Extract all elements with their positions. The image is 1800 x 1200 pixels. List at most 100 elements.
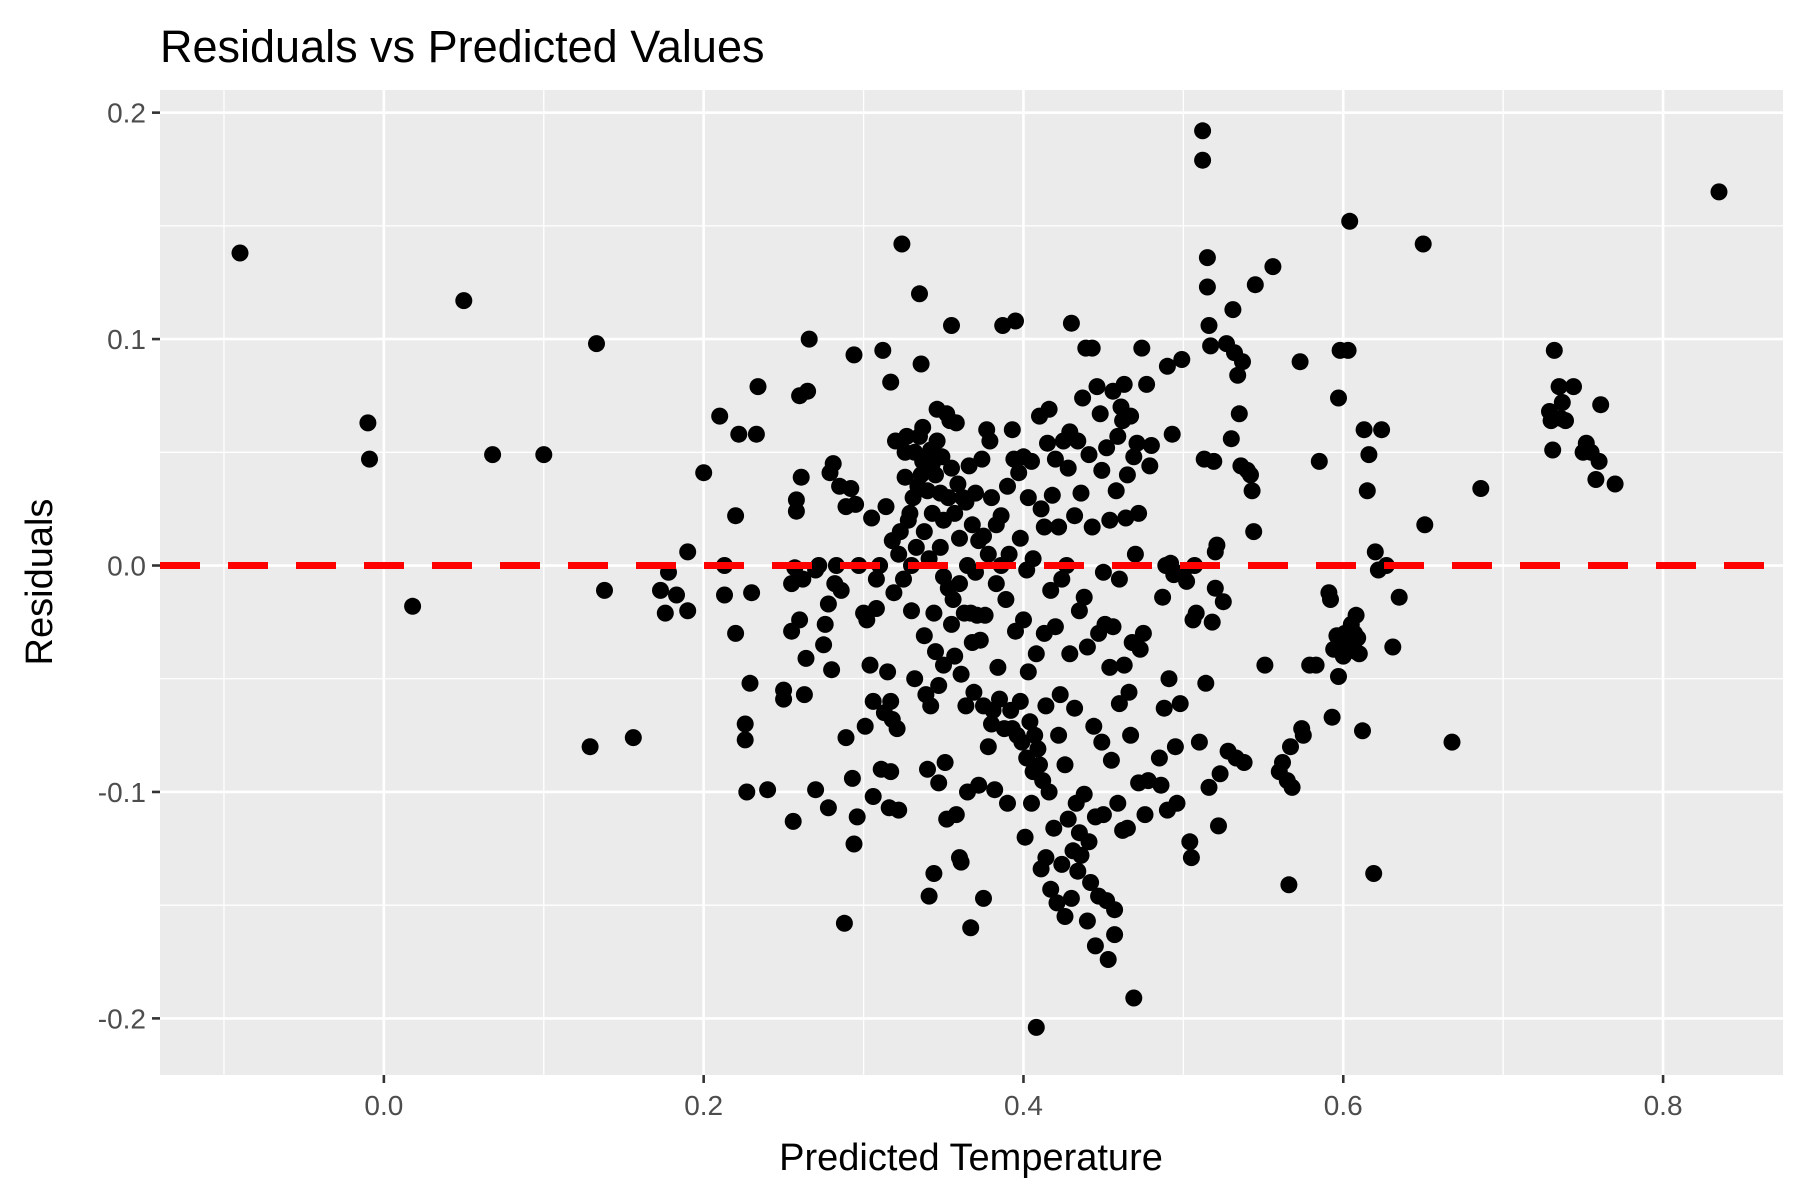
data-point	[967, 484, 984, 502]
data-point	[1282, 738, 1299, 756]
y-tick-label: -0.2	[98, 1003, 146, 1034]
data-point	[1083, 518, 1101, 536]
data-point	[877, 498, 895, 516]
data-point	[947, 414, 965, 432]
data-point	[882, 763, 900, 781]
data-point	[989, 658, 1007, 676]
data-point	[1341, 212, 1359, 230]
data-point	[1310, 452, 1328, 470]
data-point	[1553, 394, 1571, 411]
data-point	[1109, 794, 1127, 812]
data-point	[928, 432, 946, 450]
data-point	[800, 330, 818, 348]
data-point	[997, 591, 1015, 608]
data-points	[231, 122, 1728, 1036]
data-point	[848, 808, 866, 826]
data-point	[1246, 276, 1264, 294]
data-point	[787, 502, 805, 520]
data-point	[1125, 989, 1143, 1007]
data-point	[1027, 1018, 1045, 1036]
data-point	[1107, 482, 1125, 500]
data-point	[962, 919, 980, 937]
data-point	[1032, 500, 1050, 518]
data-point	[837, 729, 855, 747]
data-point	[1168, 794, 1186, 812]
data-point	[1544, 441, 1562, 459]
data-point	[1000, 545, 1018, 563]
data-point	[999, 794, 1016, 812]
data-point	[596, 581, 613, 599]
data-point	[1026, 726, 1044, 744]
data-point	[1045, 819, 1063, 837]
data-point	[1235, 754, 1253, 771]
data-point	[1042, 581, 1060, 599]
data-point	[231, 244, 249, 262]
data-point	[936, 754, 954, 771]
data-point	[861, 656, 879, 674]
data-point	[965, 683, 983, 701]
data-point	[1078, 912, 1096, 930]
data-point	[1472, 480, 1490, 497]
data-point	[1122, 407, 1140, 425]
data-point	[845, 835, 863, 853]
data-point	[931, 538, 949, 556]
data-point	[1061, 645, 1079, 663]
data-point	[656, 604, 674, 622]
data-point	[927, 643, 944, 661]
data-point	[896, 468, 914, 486]
data-point	[915, 627, 933, 645]
data-point	[1443, 733, 1461, 751]
data-point	[1347, 606, 1365, 624]
data-point	[1160, 670, 1178, 688]
data-point	[1152, 776, 1170, 794]
data-point	[1283, 778, 1301, 796]
data-point	[864, 788, 882, 805]
data-point	[858, 611, 876, 629]
data-point	[920, 887, 938, 905]
data-point	[1155, 699, 1173, 717]
data-point	[986, 781, 1004, 799]
data-point	[1078, 638, 1096, 656]
data-point	[843, 769, 861, 787]
data-point	[1330, 389, 1347, 407]
data-point	[882, 373, 900, 391]
data-point	[1115, 375, 1133, 393]
data-point	[1104, 618, 1122, 636]
data-point	[1322, 591, 1339, 608]
data-point	[1011, 692, 1029, 710]
data-point	[1194, 151, 1212, 169]
data-point	[1046, 618, 1064, 636]
data-point	[1102, 751, 1120, 769]
data-point	[1110, 570, 1128, 588]
data-point	[679, 602, 697, 620]
data-point	[679, 543, 697, 561]
data-point	[1138, 375, 1156, 393]
data-point	[1205, 452, 1223, 470]
data-point	[885, 584, 903, 602]
data-point	[1545, 341, 1563, 359]
data-point	[1243, 482, 1261, 500]
data-point	[668, 586, 685, 604]
data-point	[1094, 806, 1112, 824]
data-point	[903, 602, 920, 620]
data-point	[1075, 588, 1093, 606]
data-point	[736, 715, 754, 733]
data-point	[992, 507, 1010, 525]
data-point	[914, 418, 932, 436]
data-point	[912, 466, 930, 484]
data-point	[1059, 459, 1077, 477]
data-point	[455, 292, 473, 310]
data-point	[1171, 695, 1189, 713]
data-point	[1031, 756, 1048, 774]
data-point	[1230, 405, 1248, 423]
data-point	[1211, 765, 1229, 783]
data-point	[1166, 738, 1184, 756]
data-point	[999, 477, 1016, 495]
data-point	[1274, 754, 1291, 771]
data-point	[1109, 427, 1127, 445]
data-point	[359, 414, 377, 432]
data-point	[1059, 810, 1077, 828]
data-point	[624, 729, 642, 747]
data-point	[1024, 550, 1042, 568]
data-point	[922, 697, 940, 715]
